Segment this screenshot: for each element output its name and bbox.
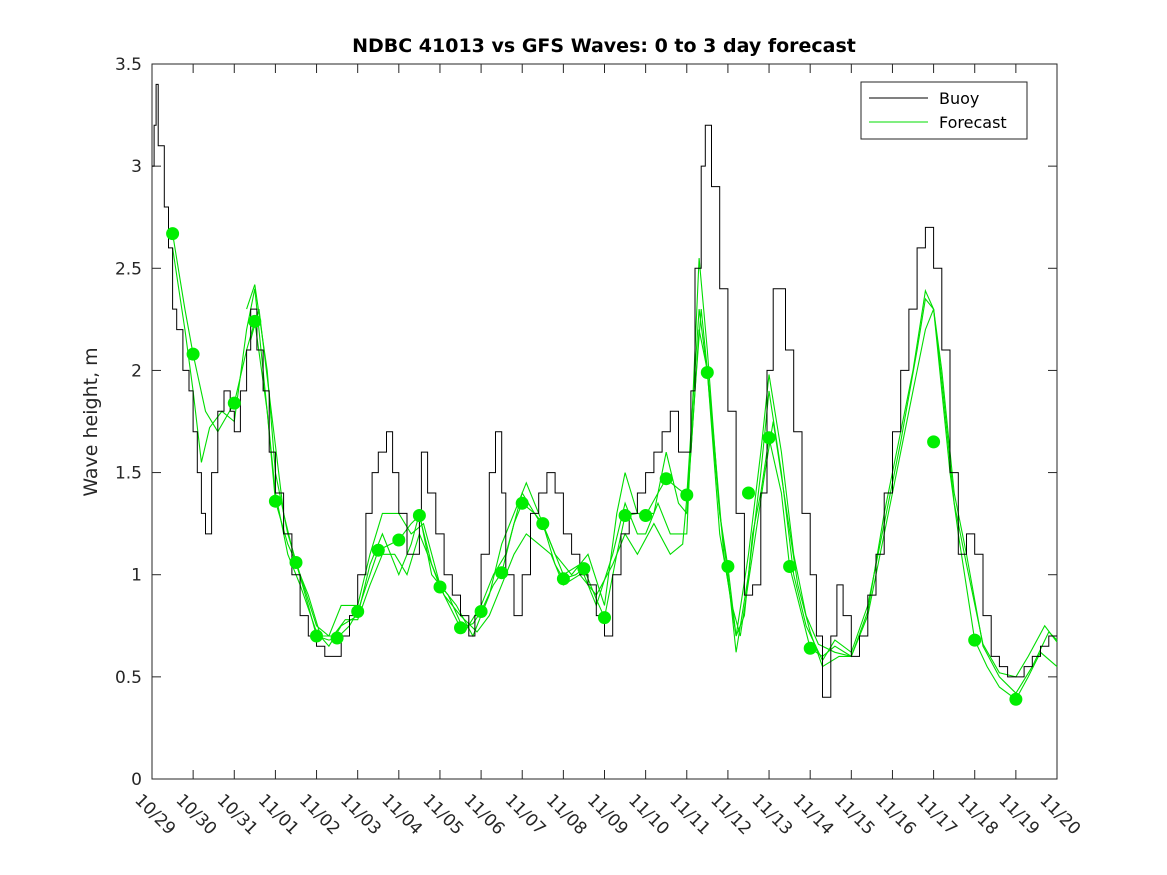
forecast-marker: [227, 396, 241, 410]
forecast-marker: [659, 472, 673, 486]
forecast-marker: [700, 366, 714, 379]
forecast-marker: [556, 572, 570, 586]
x-tick-label: 11/02: [295, 790, 344, 839]
forecast-line-2: [172, 247, 1058, 695]
x-tick-label: 11/20: [1035, 790, 1084, 839]
forecast-marker: [680, 488, 694, 502]
legend: Buoy Forecast: [860, 81, 1028, 140]
forecast-marker: [515, 496, 529, 510]
x-tick-label: 11/16: [871, 790, 920, 839]
forecast-marker: [927, 435, 941, 449]
forecast-marker: [474, 605, 488, 618]
x-tick-label: 11/18: [953, 790, 1002, 839]
y-axis-label: Wave height, m: [80, 347, 102, 496]
y-tick-label: 3: [131, 157, 142, 177]
forecast-marker: [392, 533, 406, 547]
forecast-marker: [433, 580, 447, 594]
x-tick-label: 11/14: [789, 790, 838, 839]
forecast-marker: [721, 560, 735, 573]
x-tick-label: 11/13: [748, 790, 797, 839]
x-tick-label: 11/17: [912, 790, 961, 839]
y-tick-label: 3.5: [115, 55, 142, 75]
plot-area: 00.511.522.533.510/2910/3010/3111/0111/0…: [115, 55, 1084, 839]
forecast-marker: [186, 347, 200, 361]
forecast-marker: [536, 517, 550, 531]
forecast-marker: [310, 629, 323, 643]
x-tick-label: 10/29: [130, 790, 179, 839]
x-tick-label: 10/30: [172, 790, 221, 839]
forecast-marker: [803, 641, 817, 655]
y-tick-label: 2: [131, 361, 142, 381]
forecast-marker: [351, 605, 365, 618]
x-tick-label: 11/11: [665, 790, 714, 839]
axes-box: [151, 63, 1058, 780]
forecast-line-3: [246, 284, 1058, 678]
chart-title: NDBC 41013 vs GFS Waves: 0 to 3 day fore…: [352, 35, 856, 57]
x-tick-label: 11/05: [418, 790, 467, 839]
x-tick-label: 11/12: [706, 790, 755, 839]
forecast-marker: [639, 509, 653, 522]
forecast-marker: [371, 543, 385, 557]
forecast-marker: [762, 431, 776, 445]
x-tick-label: 11/07: [501, 790, 550, 839]
forecast-marker: [1009, 692, 1023, 706]
y-tick-label: 1: [131, 566, 142, 586]
x-tick-label: 11/04: [377, 790, 426, 839]
legend-forecast-label: Forecast: [939, 113, 1007, 132]
y-tick-label: 1.5: [115, 464, 142, 484]
y-tick-label: 2.5: [115, 259, 142, 279]
forecast-marker: [598, 611, 611, 625]
y-tick-label: 0: [131, 770, 142, 790]
forecast-marker: [412, 509, 426, 522]
x-tick-label: 11/01: [254, 790, 303, 839]
forecast-marker: [248, 314, 262, 328]
forecast-marker: [166, 227, 180, 241]
buoy-line: [152, 83, 1057, 698]
forecast-marker: [742, 486, 755, 500]
x-tick-label: 11/15: [830, 790, 879, 839]
forecast-marker: [495, 566, 509, 580]
x-tick-label: 10/31: [213, 790, 262, 839]
x-tick-label: 11/10: [624, 790, 673, 839]
forecast-marker: [618, 509, 632, 522]
forecast-marker: [330, 631, 344, 645]
forecast-marker: [289, 556, 303, 569]
forecast-marker: [577, 562, 591, 576]
forecast-marker: [968, 633, 982, 647]
x-tick-label: 11/08: [542, 790, 591, 839]
y-tick-label: 0.5: [115, 668, 142, 688]
x-tick-label: 11/19: [994, 790, 1043, 839]
legend-box: [860, 81, 1028, 140]
x-tick-label: 11/09: [583, 790, 632, 839]
legend-buoy-label: Buoy: [939, 89, 979, 108]
x-tick-label: 11/06: [460, 790, 509, 839]
forecast-marker: [783, 560, 797, 573]
forecast-line-4: [250, 308, 852, 668]
forecast-marker: [454, 621, 467, 635]
forecast-marker: [268, 494, 282, 508]
x-tick-label: 11/03: [336, 790, 385, 839]
